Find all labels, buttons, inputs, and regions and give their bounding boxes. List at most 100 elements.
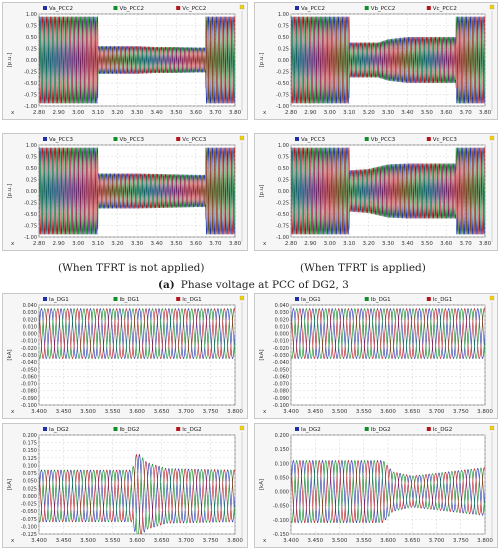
x-tick-label: 3.60	[440, 241, 453, 247]
legend-entry: Ib_DG1	[119, 297, 139, 303]
y-tick-label: 0.075	[23, 471, 37, 477]
x-tick-label: 3.700	[178, 409, 194, 415]
y-tick-label: -0.050	[273, 367, 289, 373]
scroll-marker[interactable]	[489, 425, 495, 431]
y-tick-label: 0.00	[26, 189, 37, 195]
x-tick-label: 3.30	[131, 110, 144, 116]
x-tick-label: 3.30	[382, 110, 395, 116]
series-line-Ic_DG1	[291, 308, 485, 359]
y-tick-label: -0.50	[24, 81, 37, 87]
x-tick-label: 3.40	[401, 241, 414, 247]
legend-entry: Vb_PCC3	[119, 137, 144, 143]
x-tick-label: 3.550	[356, 409, 372, 415]
x-tick-label: 3.60	[440, 110, 453, 116]
x-tick-label: 3.20	[362, 241, 375, 247]
x-tick-label: 2.80	[285, 110, 298, 116]
legend-swatch	[43, 6, 47, 10]
y-tick-label: -0.070	[21, 382, 37, 388]
series-line-Ia_DG2	[39, 453, 235, 533]
x-axis-letter: x	[11, 110, 15, 116]
legend-entry: Va_PCC3	[301, 137, 325, 143]
chart-panel-v_pcc2_no_tfrt: 1.00 0.75 0.50 0.25 0.00 -0.25 -0.50 -0.75 -1.00…	[2, 2, 248, 120]
chart-svg: 0.200 0.150 0.100 0.050 0.000 -0.050 -0.100 -0.…	[259, 425, 495, 544]
x-tick-label: 3.30	[131, 241, 144, 247]
y-tick-label: -0.070	[273, 382, 289, 388]
x-tick-label: 3.30	[382, 241, 395, 247]
x-tick-label: 3.400	[31, 409, 47, 415]
y-tick-label: 0.50	[278, 166, 289, 172]
y-tick-label: 0.125	[23, 456, 37, 462]
y-tick-label: -0.100	[21, 403, 37, 409]
legend-swatch	[295, 6, 299, 10]
series-line-Ib_DG2	[291, 460, 485, 524]
y-tick-label: -0.075	[21, 517, 37, 523]
series-line-Va_PCC3	[291, 147, 485, 235]
x-tick-label: 3.10	[343, 110, 356, 116]
legend-entry: Ib_DG2	[371, 427, 391, 433]
y-tick-label: 0.000	[275, 332, 289, 338]
y-tick-label: -0.050	[21, 367, 37, 373]
x-tick-label: 3.50	[170, 241, 183, 247]
series-line-Vc_PCC2	[291, 16, 485, 104]
legend-entry: Vc_PCC2	[433, 6, 457, 12]
series-line-Vb_PCC3	[39, 147, 235, 235]
y-tick-label: -0.090	[273, 396, 289, 402]
scroll-marker[interactable]	[489, 4, 495, 10]
x-tick-label: 3.20	[111, 110, 124, 116]
x-tick-label: 3.50	[421, 110, 434, 116]
y-tick-label: 1.00	[26, 12, 37, 18]
y-tick-label: 0.75	[278, 24, 289, 30]
y-tick-label: -0.040	[21, 360, 37, 366]
legend-entry: Vb_PCC2	[119, 6, 144, 12]
chart-svg: 1.00 0.75 0.50 0.25 0.00 -0.25 -0.50 -0.75 -1.00…	[259, 135, 495, 247]
x-tick-label: 2.80	[33, 241, 46, 247]
series-line-Ib_DG2	[39, 457, 235, 534]
legend-entry: Va_PCC2	[49, 6, 73, 12]
series-line-Ic_DG2	[291, 460, 485, 524]
scroll-marker[interactable]	[239, 4, 245, 10]
legend-swatch	[43, 137, 47, 141]
y-tick-label: -0.25	[24, 201, 37, 207]
scroll-marker[interactable]	[239, 295, 245, 301]
legend-swatch	[43, 297, 47, 301]
legend-entry: Vb_PCC2	[371, 6, 396, 12]
y-axis-label: [kA]	[7, 349, 13, 360]
x-tick-label: 3.500	[80, 409, 96, 415]
x-tick-label: 3.550	[105, 409, 121, 415]
y-tick-label: 0.025	[23, 486, 37, 492]
scroll-marker[interactable]	[239, 425, 245, 431]
x-tick-label: 3.400	[31, 538, 47, 544]
y-tick-label: 0.010	[23, 324, 37, 330]
caption-with-tfrt: (When TFRT is applied)	[300, 262, 426, 274]
y-tick-label: 0.75	[278, 155, 289, 161]
legend-swatch	[176, 297, 181, 301]
legend-entry: Ib_DG1	[371, 297, 391, 303]
y-tick-label: 0.75	[26, 24, 37, 30]
x-tick-label: 3.10	[92, 110, 105, 116]
y-tick-label: -0.75	[24, 93, 37, 99]
y-tick-label: 0.200	[23, 433, 37, 439]
legend-swatch	[364, 6, 369, 10]
scroll-marker[interactable]	[489, 295, 495, 301]
x-tick-label: 3.500	[332, 409, 348, 415]
y-tick-label: 0.50	[26, 35, 37, 41]
x-tick-label: 3.550	[356, 538, 372, 544]
chart-svg: 1.00 0.75 0.50 0.25 0.00 -0.25 -0.50 -0.75 -1.00…	[7, 4, 245, 116]
x-tick-label: 3.80	[229, 241, 242, 247]
scroll-marker[interactable]	[489, 135, 495, 141]
x-tick-label: 2.90	[52, 110, 65, 116]
x-tick-label: 3.20	[111, 241, 124, 247]
y-tick-label: 0.000	[23, 332, 37, 338]
legend-entry: Ic_DG2	[182, 427, 201, 433]
x-axis-letter: x	[263, 538, 267, 544]
x-tick-label: 3.650	[404, 409, 420, 415]
x-tick-label: 3.750	[203, 538, 219, 544]
scroll-marker[interactable]	[239, 135, 245, 141]
series-line-Ib_DG1	[39, 308, 235, 359]
y-tick-label: -0.020	[21, 346, 37, 352]
y-tick-label: 0.040	[23, 303, 37, 309]
y-tick-label: 0.00	[278, 189, 289, 195]
legend-entry: Ic_DG1	[433, 297, 452, 303]
y-tick-label: 0.100	[23, 463, 37, 469]
